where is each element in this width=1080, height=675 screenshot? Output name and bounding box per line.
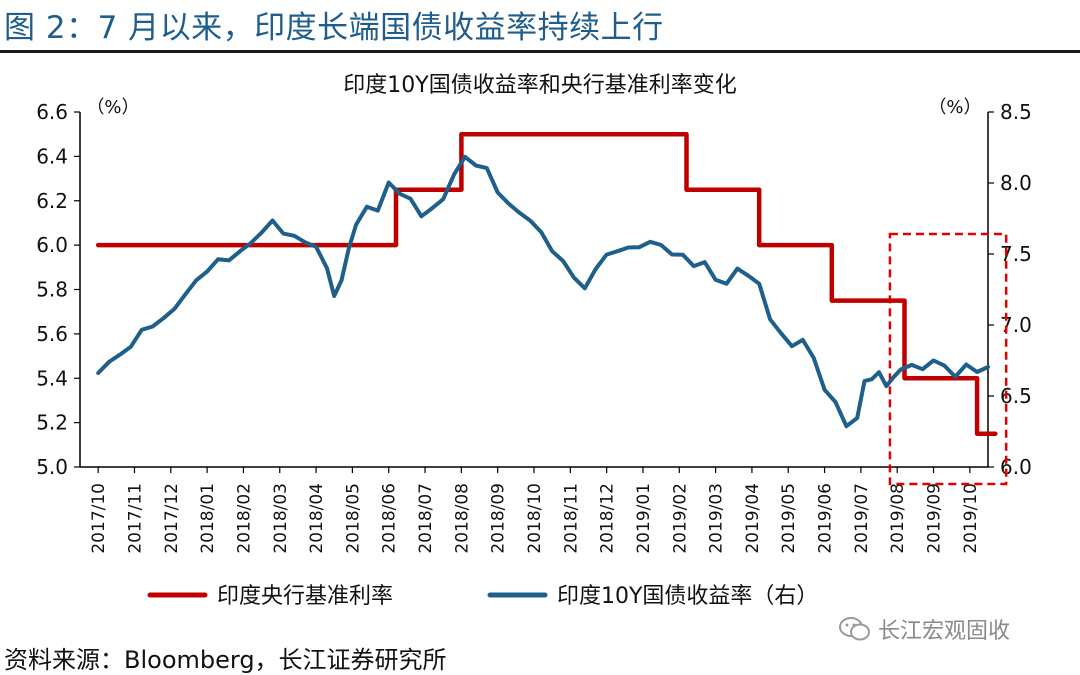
left-tick-label: 6.0 <box>36 233 68 257</box>
x-tick-label: 2019/07 <box>852 483 872 554</box>
right-axis-unit: （%） <box>928 97 981 118</box>
x-tick-label: 2018/04 <box>307 483 327 554</box>
x-tick-label: 2017/11 <box>125 483 145 554</box>
x-tick-label: 2017/10 <box>89 483 109 554</box>
x-tick-label: 2019/01 <box>634 483 654 554</box>
x-tick-label: 2018/02 <box>234 483 254 554</box>
left-tick-label: 5.0 <box>36 455 68 479</box>
x-tick-label: 2018/12 <box>598 483 618 554</box>
figure-title: 图 2：7 月以来，印度长端国债收益率持续上行 <box>4 10 664 46</box>
x-tick-label: 2018/10 <box>525 483 545 554</box>
right-tick-label: 7.0 <box>1000 313 1032 337</box>
left-tick-label: 5.4 <box>36 366 68 390</box>
wechat-icon <box>839 617 870 641</box>
x-tick-label: 2018/09 <box>489 483 509 554</box>
left-tick-label: 6.2 <box>36 189 68 213</box>
right-tick-label: 6.5 <box>1000 384 1032 408</box>
legend-label-1: 印度央行基准利率 <box>217 584 393 609</box>
x-tick-label: 2018/05 <box>343 483 363 554</box>
x-tick-label: 2019/10 <box>961 483 981 554</box>
right-tick-label: 6.0 <box>1000 455 1032 479</box>
left-tick-label: 6.4 <box>36 144 68 168</box>
right-tick-label: 8.0 <box>1000 171 1032 195</box>
chart-canvas: 印度10Y国债收益率和央行基准利率变化 （%） （%） 5.0 5.2 5.4 5.6… <box>36 73 1032 609</box>
x-tick-label: 2019/09 <box>925 483 945 554</box>
left-tick-label: 5.8 <box>36 278 68 302</box>
chart-title: 印度10Y国债收益率和央行基准利率变化 <box>343 73 736 98</box>
highlight-box <box>888 232 1008 486</box>
watermark-text: 长江宏观固收 <box>878 619 1011 644</box>
x-tick-label: 2019/02 <box>670 483 690 554</box>
left-tick-label: 6.6 <box>36 100 68 124</box>
x-tick-label: 2017/12 <box>162 483 182 554</box>
x-tick-label: 2018/01 <box>198 483 218 554</box>
right-tick-label: 7.5 <box>1000 242 1032 266</box>
right-tick-label: 8.5 <box>1000 100 1032 124</box>
x-tick-label: 2019/05 <box>779 483 799 554</box>
x-tick-label: 2018/07 <box>416 483 436 554</box>
x-tick-label: 2019/04 <box>743 483 763 554</box>
x-tick-label: 2019/06 <box>816 483 836 554</box>
left-tick-label: 5.2 <box>36 411 68 435</box>
x-tick-label: 2018/06 <box>380 483 400 554</box>
watermark: 长江宏观固收 <box>838 612 1070 646</box>
legend-label-2: 印度10Y国债收益率（右） <box>557 584 818 609</box>
x-tick-label: 2019/03 <box>707 483 727 554</box>
x-tick-label: 2018/03 <box>271 483 291 554</box>
series-line-2 <box>96 154 990 429</box>
left-axis-unit: （%） <box>86 97 139 118</box>
series-line-1 <box>95 131 998 436</box>
x-tick-label: 2018/08 <box>452 483 472 554</box>
source-note: 资料来源：Bloomberg，长江证券研究所 <box>4 646 447 674</box>
x-tick-label: 2018/11 <box>561 483 581 554</box>
title-divider <box>0 50 1080 53</box>
x-tick-label: 2019/08 <box>888 483 908 554</box>
left-tick-label: 5.6 <box>36 322 68 346</box>
